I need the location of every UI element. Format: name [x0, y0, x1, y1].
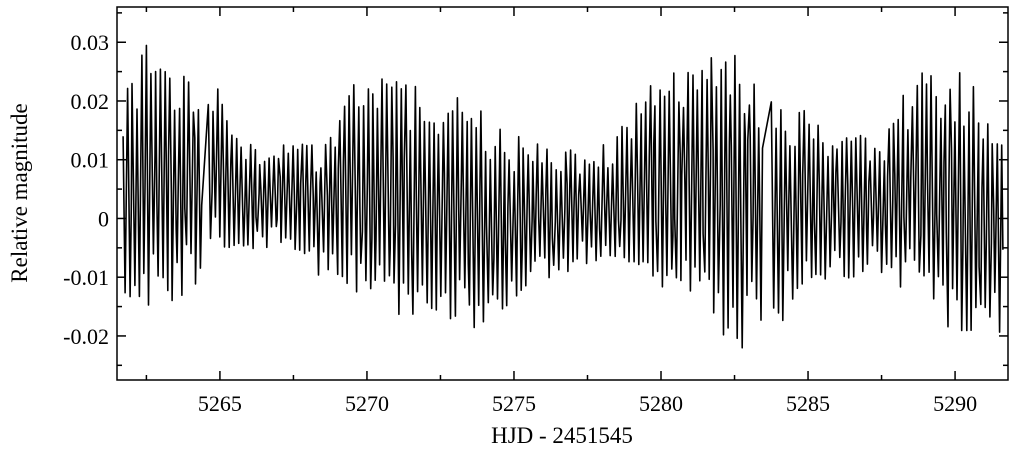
y-tick-label: 0.01	[71, 148, 110, 173]
x-tick-label: 5285	[786, 391, 830, 416]
x-tick-label: 5275	[492, 391, 536, 416]
y-tick-label: 0.03	[71, 30, 110, 55]
light-curve-line	[122, 44, 1004, 349]
y-tick-label: 0	[98, 206, 109, 231]
x-tick-label: 5265	[198, 391, 242, 416]
y-tick-label: 0.02	[71, 89, 110, 114]
y-tick-label: -0.01	[63, 265, 109, 290]
x-tick-label: 5270	[345, 391, 389, 416]
x-tick-label: 5280	[639, 391, 683, 416]
x-axis-title: HJD - 2451545	[491, 423, 633, 448]
plot-frame	[116, 6, 1009, 381]
y-tick-label: -0.02	[63, 324, 109, 349]
x-tick-label: 5290	[933, 391, 977, 416]
y-axis-title: Relative magnitude	[7, 103, 32, 282]
